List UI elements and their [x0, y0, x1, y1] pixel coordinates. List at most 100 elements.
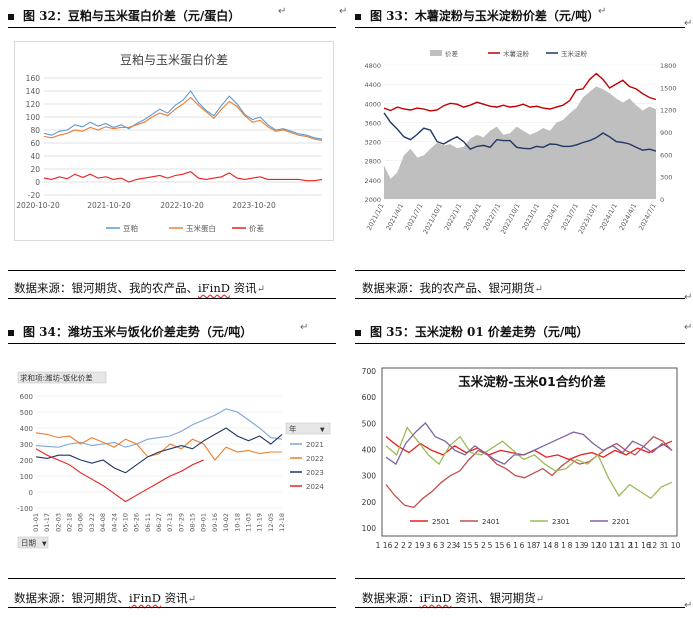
y-tick-label: 60 [30, 139, 40, 148]
x-tick-label: 2023-10-20 [232, 201, 276, 210]
source-35-suffix: 资讯、银河期货 [455, 591, 536, 605]
y-tick-label: 40 [30, 152, 40, 161]
chart-32-frame [14, 41, 334, 241]
x-tick-label: 1 16 [376, 541, 393, 550]
x-tick-label: 10 12 [597, 541, 619, 550]
source-rule [8, 298, 336, 299]
y-tick-label: 100 [362, 524, 377, 533]
legend-label: 2401 [482, 518, 500, 526]
y-left-tick-label: 4000 [364, 100, 381, 108]
y-left-tick-label: 2400 [364, 177, 381, 185]
x-tick-label: 08-15 [189, 513, 197, 532]
caption-32-text: 图 32：豆粕与玉米蛋白价差（元/蛋白） [23, 9, 241, 23]
dropdown-icon[interactable]: ▼ [42, 541, 47, 548]
arrow-mark-icon: ↵ [684, 18, 693, 29]
return-mark-icon: ↵ [535, 594, 545, 605]
arrow-mark-icon: ↵ [684, 600, 693, 611]
x-tick-label: 05-10 [121, 513, 129, 532]
y-tick-label: 200 [20, 457, 33, 465]
x-tick-label: 01-01 [32, 513, 40, 532]
series-line-价差 [43, 170, 323, 183]
y-right-tick-label: 300 [660, 174, 672, 182]
x-tick-label: 2023/4/1 [540, 202, 561, 232]
x-tick-label: 8 1 [554, 541, 566, 550]
y-tick-label: 120 [26, 100, 41, 109]
legend-label: 2024 [306, 483, 324, 491]
x-tick-label: 2024/1/1 [598, 202, 619, 232]
series-line-玉米蛋白 [43, 96, 323, 141]
x-tick-label: 2024/4/1 [618, 202, 639, 232]
y-right-tick-label: 900 [660, 129, 672, 137]
x-tick-label: 2022-10-20 [160, 201, 204, 210]
legend-label: 2501 [432, 518, 450, 526]
chart-32-title: 豆粕与玉米蛋白价差 [120, 52, 228, 67]
x-tick-label: 06-27 [155, 513, 163, 532]
source-35: 数据来源：iFinD 资讯、银河期货↵ [362, 590, 544, 606]
x-tick-label: 6 1 [506, 541, 518, 550]
return-mark-icon: ↵ [187, 594, 197, 605]
x-tick-label: 02-03 [54, 513, 62, 532]
legend-label: 2301 [552, 518, 570, 526]
source-rule [355, 607, 685, 608]
x-tick-label: 2023/7/1 [559, 202, 580, 232]
caption-34: 图 34：潍坊玉米与饭化价差走势（元/吨） [8, 323, 252, 340]
x-tick-label: 05-26 [133, 513, 141, 532]
y-tick-label: 100 [26, 113, 41, 122]
y-tick-label: 500 [20, 409, 33, 417]
y-tick-label: 300 [362, 472, 377, 481]
y-left-tick-label: 4800 [364, 62, 381, 70]
source-34-text: 数据来源：银河期货、 [14, 591, 129, 605]
legend-label: 价差 [445, 49, 459, 58]
return-mark-icon: ↵ [256, 284, 266, 295]
source-32: 数据来源：银河期货、我的农产品、iFinD 资讯↵ [14, 280, 265, 296]
caption-rule [355, 343, 685, 344]
source-rule [355, 298, 685, 299]
legend-title: 年 [289, 424, 297, 434]
source-rule [8, 270, 336, 271]
chart-34-date-filter[interactable] [17, 536, 49, 549]
y-tick-label: 400 [362, 446, 377, 455]
x-tick-label: 2022/10/1 [499, 202, 522, 235]
x-tick-label: 2023/1/1 [520, 202, 541, 232]
x-tick-label: 03-22 [88, 513, 96, 532]
series-line-玉米淀粉 [383, 112, 657, 152]
x-tick-label: 09-01 [200, 513, 208, 532]
source-33: 数据来源：我的农产品、银河期货↵ [362, 280, 543, 296]
legend-label: 玉米蛋白 [186, 223, 216, 233]
caption-rule [8, 27, 336, 28]
x-tick-label: 2021/4/1 [384, 202, 405, 232]
x-tick-label: 01-17 [43, 513, 51, 532]
source-34-ifind: iFinD [129, 591, 161, 605]
bullet-square-icon [8, 329, 14, 336]
y-tick-label: 600 [362, 393, 377, 402]
series-line-木薯淀粉 [383, 72, 657, 112]
source-32-suffix: 资讯 [233, 281, 257, 295]
x-tick-label: 2 19 [408, 541, 425, 550]
x-tick-label: 5 15 [488, 541, 505, 550]
y-tick-label: 160 [26, 74, 41, 83]
y-right-tick-label: 1800 [660, 62, 677, 70]
bullet-square-icon [355, 329, 361, 336]
x-tick-label: 2022/1/1 [443, 202, 464, 232]
y-tick-label: -20 [28, 191, 40, 200]
caption-33: 图 33：木薯淀粉与玉米淀粉价差（元/吨） [355, 7, 599, 24]
source-rule [8, 607, 336, 608]
chart-34-header-text: 求和项:潍坊-饭化价差 [20, 373, 93, 383]
legend-label: 玉米淀粉 [561, 49, 588, 58]
x-tick-label: 12 3 [648, 541, 665, 550]
caption-33-text: 图 33：木薯淀粉与玉米淀粉价差（元/吨） [370, 9, 600, 23]
legend-label: 2021 [306, 441, 324, 449]
x-tick-label: 2021/10/1 [421, 202, 444, 235]
x-tick-label: 2023/10/1 [577, 202, 600, 235]
chart-33: 价差 木薯淀粉 玉米淀粉 4800 4400 4000 3600 3200 2800 2400 20… [364, 49, 677, 235]
x-tick-label: 07-29 [177, 513, 185, 532]
y-tick-label: 700 [362, 367, 377, 376]
source-32-text: 数据来源：银河期货、我的农产品、 [14, 281, 198, 295]
bullet-square-icon [355, 13, 361, 20]
arrow-mark-icon: ↵ [684, 322, 693, 333]
x-tick-label: 2021/1/1 [365, 202, 386, 232]
y-tick-label: 100 [20, 473, 33, 481]
y-tick-label: 0 [35, 178, 40, 187]
bullet-square-icon [8, 13, 14, 20]
